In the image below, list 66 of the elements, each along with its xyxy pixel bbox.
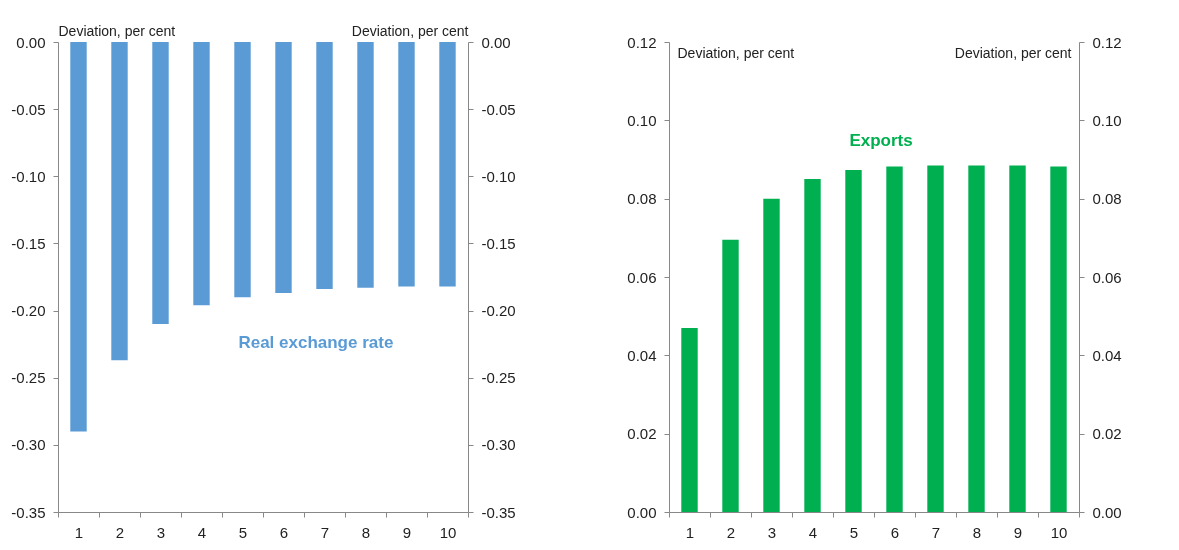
y2-tick-label: 0.00 [481, 33, 511, 51]
bar [681, 327, 698, 512]
y2-axis-title: Deviation, per cent [351, 22, 469, 39]
y-tick-label: -0.30 [11, 436, 46, 454]
x-tick-label: 8 [361, 523, 371, 541]
x-tick-label: 7 [320, 523, 330, 541]
y2-tick-label: -0.25 [481, 369, 516, 387]
x-tick-label: 9 [1013, 523, 1023, 541]
x-tick-label: 2 [726, 523, 736, 541]
bar [968, 165, 985, 512]
y-axis-title: Deviation, per cent [58, 22, 176, 39]
x-tick-label: 10 [1050, 523, 1068, 541]
x-tick-label: 9 [402, 523, 412, 541]
y2-axis-title: Deviation, per cent [954, 44, 1072, 61]
y-tick-label: 0.04 [627, 346, 657, 364]
x-tick-label: 4 [808, 523, 818, 541]
x-tick-label: 1 [685, 523, 695, 541]
y2-tick-label: 0.04 [1092, 346, 1122, 364]
series-label: Exports [849, 130, 913, 150]
y-tick-label: -0.20 [11, 302, 46, 320]
bar [763, 198, 780, 512]
x-tick-label: 5 [849, 523, 859, 541]
y2-tick-label: -0.05 [481, 100, 516, 118]
y2-tick-label: 0.10 [1092, 111, 1122, 129]
y-axis-title: Deviation, per cent [677, 44, 795, 61]
y2-tick-label: 0.06 [1092, 268, 1122, 286]
bar [722, 239, 739, 512]
y-tick-label: 0.02 [627, 425, 657, 443]
y2-tick-label: 0.08 [1092, 190, 1122, 208]
y2-tick-label: -0.20 [481, 302, 516, 320]
bar [1050, 166, 1067, 512]
x-tick-label: 3 [156, 523, 166, 541]
bar [845, 170, 862, 512]
y2-tick-label: 0.02 [1092, 425, 1122, 443]
y-tick-label: 0.06 [627, 268, 657, 286]
y2-tick-label: 0.00 [1092, 503, 1122, 521]
bar [886, 166, 903, 512]
y-tick-label: 0.00 [16, 33, 46, 51]
y2-tick-label: -0.30 [481, 436, 516, 454]
x-tick-label: 5 [238, 523, 248, 541]
x-tick-label: 10 [439, 523, 457, 541]
x-tick-label: 8 [972, 523, 982, 541]
bar [927, 165, 944, 512]
y-tick-label: 0.00 [627, 503, 657, 521]
x-tick-label: 3 [767, 523, 777, 541]
bar [804, 179, 821, 512]
y2-tick-label: -0.10 [481, 167, 516, 185]
y2-tick-label: 0.12 [1092, 33, 1122, 51]
x-tick-label: 4 [197, 523, 207, 541]
bar [1009, 165, 1026, 512]
x-tick-label: 7 [931, 523, 941, 541]
y-tick-label: -0.25 [11, 369, 46, 387]
x-tick-label: 6 [890, 523, 900, 541]
y-tick-label: 0.08 [627, 190, 657, 208]
x-tick-label: 2 [115, 523, 125, 541]
y2-tick-label: -0.15 [481, 234, 516, 252]
y-tick-label: -0.05 [11, 100, 46, 118]
y-tick-label: -0.10 [11, 167, 46, 185]
x-tick-label: 6 [279, 523, 289, 541]
y-tick-label: -0.35 [11, 503, 46, 521]
y-tick-label: 0.12 [627, 33, 657, 51]
y-tick-label: -0.15 [11, 234, 46, 252]
text: Real exchange rate [238, 332, 394, 352]
y2-tick-label: -0.35 [481, 503, 516, 521]
x-tick-label: 1 [74, 523, 84, 541]
y-tick-label: 0.10 [627, 111, 657, 129]
